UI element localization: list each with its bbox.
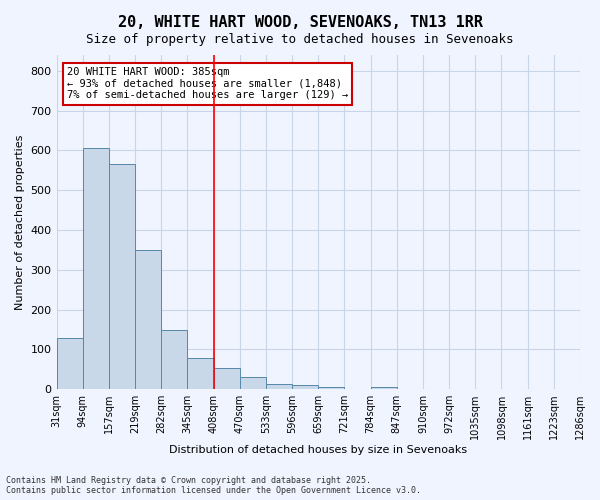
Text: Contains HM Land Registry data © Crown copyright and database right 2025.
Contai: Contains HM Land Registry data © Crown c… [6, 476, 421, 495]
Bar [214, 368, 240, 389]
Bar [161, 330, 187, 389]
Bar [292, 384, 318, 389]
Text: 20 WHITE HART WOOD: 385sqm
← 93% of detached houses are smaller (1,848)
7% of se: 20 WHITE HART WOOD: 385sqm ← 93% of deta… [67, 67, 348, 100]
Text: Size of property relative to detached houses in Sevenoaks: Size of property relative to detached ho… [86, 32, 514, 46]
Bar [318, 386, 344, 389]
Text: 20, WHITE HART WOOD, SEVENOAKS, TN13 1RR: 20, WHITE HART WOOD, SEVENOAKS, TN13 1RR [118, 15, 482, 30]
Bar [266, 384, 292, 389]
Bar [135, 250, 161, 389]
Y-axis label: Number of detached properties: Number of detached properties [15, 134, 25, 310]
Bar [187, 358, 214, 389]
X-axis label: Distribution of detached houses by size in Sevenoaks: Distribution of detached houses by size … [169, 445, 467, 455]
Bar [109, 164, 135, 389]
Bar [371, 387, 397, 389]
Bar [83, 148, 109, 389]
Bar [240, 377, 266, 389]
Bar [56, 338, 83, 389]
